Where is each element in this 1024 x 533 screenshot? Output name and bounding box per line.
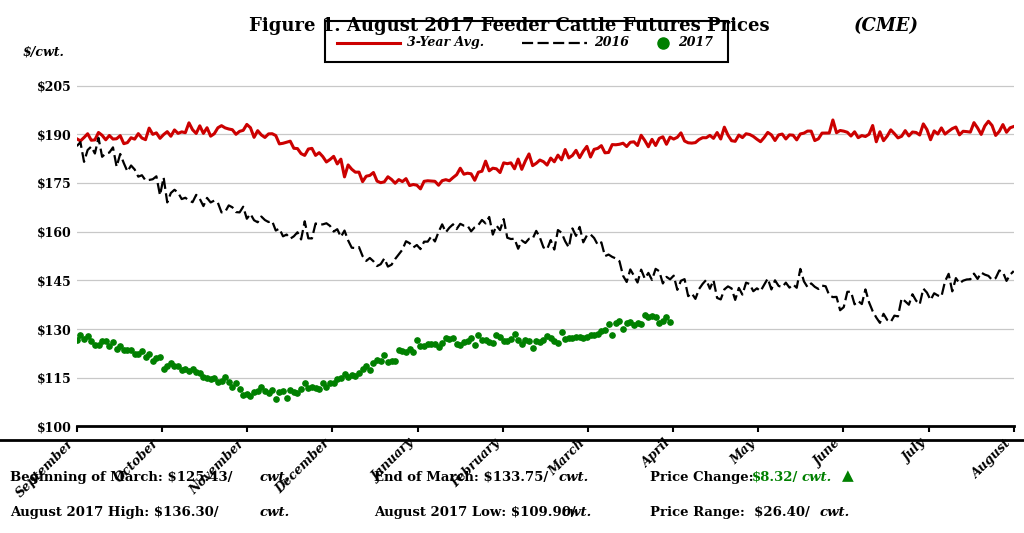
Text: ▲: ▲	[842, 469, 853, 483]
Text: Figure 1. August 2017 Feeder Cattle Futures Prices: Figure 1. August 2017 Feeder Cattle Futu…	[249, 17, 775, 35]
Text: cwt.: cwt.	[259, 471, 290, 483]
Text: $/cwt.: $/cwt.	[23, 46, 65, 59]
Text: cwt.: cwt.	[561, 506, 592, 519]
Text: (CME): (CME)	[854, 17, 919, 35]
Text: $8.32/: $8.32/	[752, 471, 798, 483]
Text: cwt.: cwt.	[802, 471, 833, 483]
Text: Beginning of March: $125.43/: Beginning of March: $125.43/	[10, 471, 232, 483]
FancyBboxPatch shape	[325, 21, 728, 62]
Text: 3-Year Avg.: 3-Year Avg.	[407, 36, 483, 49]
Text: August 2017 High: $136.30/: August 2017 High: $136.30/	[10, 506, 219, 519]
Text: 2017: 2017	[678, 36, 714, 49]
Text: August 2017 Low: $109.90/: August 2017 Low: $109.90/	[374, 506, 575, 519]
Text: cwt.: cwt.	[819, 506, 850, 519]
Text: cwt.: cwt.	[558, 471, 589, 483]
Text: Price Range:  $26.40/: Price Range: $26.40/	[650, 506, 810, 519]
Text: Price Change:: Price Change:	[650, 471, 759, 483]
Text: 2016: 2016	[594, 36, 629, 49]
Text: End of March: $133.75/: End of March: $133.75/	[374, 471, 548, 483]
Text: cwt.: cwt.	[259, 506, 290, 519]
